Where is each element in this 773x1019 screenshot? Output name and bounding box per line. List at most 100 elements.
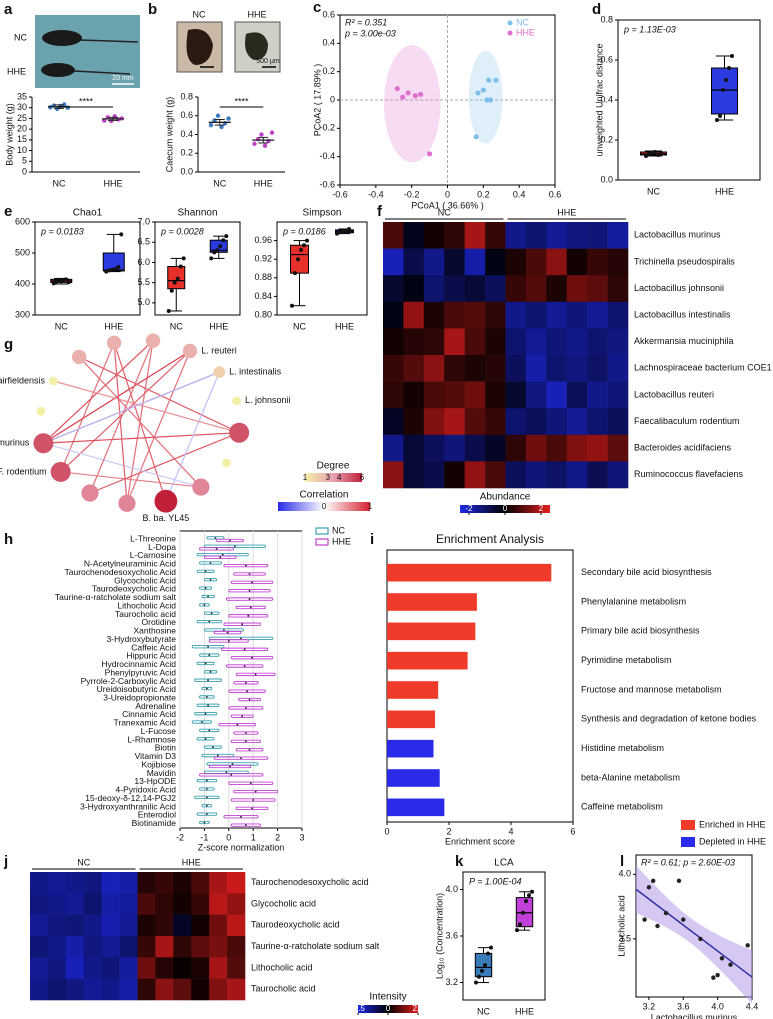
panel-letter: h [4, 531, 13, 548]
data-point [477, 974, 481, 979]
range-bar [196, 737, 215, 741]
data-point [350, 229, 354, 234]
data-point [650, 878, 656, 884]
category-label: Synthesis and degradation of ketone bodi… [581, 714, 757, 724]
legend-title: Abundance [480, 492, 531, 503]
range-bar [208, 764, 252, 769]
range-mid [204, 587, 207, 590]
x-tick-label: 4.4 [746, 1001, 759, 1011]
group-label: HHE [182, 857, 201, 867]
data-point [218, 244, 223, 249]
range-mid [248, 748, 251, 751]
heat-cell [566, 355, 588, 382]
range-bar [206, 536, 225, 540]
range-mid [230, 773, 233, 776]
edge [89, 432, 240, 494]
range-mid [236, 723, 239, 726]
row-label: Hydrocinnamic Acid [101, 659, 176, 669]
y-tick-label: 0 [330, 94, 335, 104]
row-label: Bacteroides acidifaciens [634, 442, 732, 452]
heat-cell [423, 408, 445, 436]
y-tick-label: -0.6 [319, 179, 335, 189]
heat-cell [65, 978, 85, 1001]
heat-cell [423, 381, 445, 409]
range-mid [240, 757, 242, 760]
range-bar [203, 670, 218, 674]
legend-label: HHE [332, 536, 351, 546]
y-tick-label: 0.8 [600, 14, 613, 24]
colorbar-tick-label: -2 [465, 504, 473, 513]
x-tick-label: 0 [384, 826, 389, 836]
node [232, 396, 241, 406]
heat-cell [403, 248, 425, 276]
heat-cell [47, 893, 67, 915]
range-mid [204, 712, 207, 715]
heat-cell [191, 936, 210, 958]
y-axis-label: Lithocholic acid [616, 895, 626, 957]
data-point [51, 281, 56, 286]
heat-cell [383, 461, 404, 489]
heat-cell [65, 957, 85, 979]
legend-label: Enriched in HHE [699, 819, 766, 829]
heat-cell [423, 248, 445, 276]
x-tick-label: 3 [299, 832, 304, 842]
heat-cell [485, 301, 506, 329]
row-label: Biotinamide [132, 818, 177, 828]
heat-cell [423, 222, 445, 249]
x-tick-label: HHE [103, 178, 122, 188]
range-mid [205, 696, 208, 698]
node-label: D. fairfieldensis [0, 375, 45, 385]
x-tick-label: NC [170, 321, 183, 331]
data-point [493, 77, 499, 83]
data-point [341, 229, 345, 234]
heat-cell [101, 893, 120, 915]
heat-cell [546, 248, 568, 276]
tail [73, 70, 131, 75]
range-bar [199, 586, 213, 590]
heat-cell [587, 461, 608, 489]
heat-cell [83, 957, 102, 979]
data-point [347, 226, 351, 231]
data-point [296, 257, 300, 262]
heat-cell [83, 914, 102, 937]
range-bar [203, 578, 218, 582]
range-mid [208, 729, 211, 732]
heat-cell [566, 222, 588, 249]
range-mid [249, 606, 252, 609]
heat-cell [546, 461, 568, 489]
heat-cell [30, 978, 49, 1001]
range-mid [214, 536, 217, 539]
heat-cell [137, 872, 156, 894]
heat-cell [383, 301, 404, 329]
degree-tick-label: 1 [303, 473, 308, 482]
heat-cell [485, 461, 506, 489]
range-bar [213, 756, 269, 760]
edge [53, 380, 240, 434]
heat-cell [546, 434, 568, 462]
x-tick-label: 6 [570, 826, 575, 836]
heat-cell [525, 461, 547, 489]
data-point [730, 54, 734, 58]
panel-letter: k [455, 853, 464, 870]
edge [42, 340, 154, 444]
range-bar [235, 748, 264, 752]
bar [387, 563, 552, 582]
x-tick-label: HHE [715, 186, 734, 196]
y-tick-label: 7.0 [137, 216, 150, 226]
heat-cell [383, 275, 404, 303]
range-mid [240, 637, 242, 640]
row-label: Lactobacillus intestinalis [634, 309, 731, 319]
heat-cell [525, 222, 547, 249]
bar [387, 622, 476, 641]
y-tick-label: 30 [17, 102, 27, 112]
heat-cell [444, 248, 465, 276]
range-mid [229, 765, 231, 768]
legend-title: Degree [317, 461, 350, 472]
data-point [659, 152, 663, 156]
range-bar [225, 597, 274, 601]
row-label: Taurocholic acid [251, 984, 316, 994]
node [182, 343, 198, 359]
data-point [489, 945, 493, 950]
legend-swatch [681, 837, 695, 847]
